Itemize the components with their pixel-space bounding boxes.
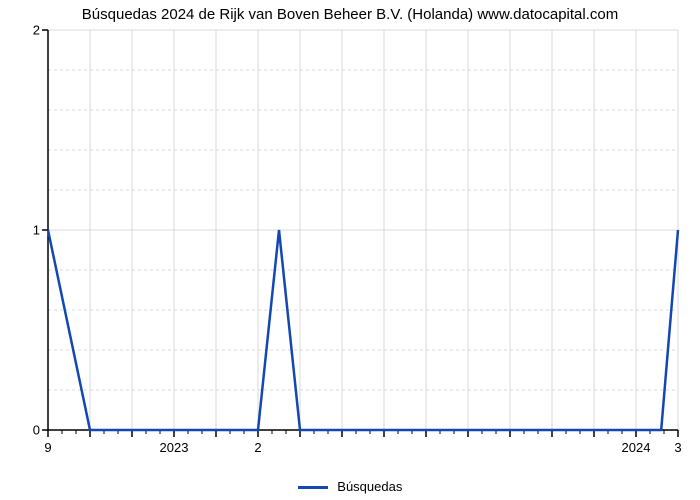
plot-area xyxy=(48,30,678,430)
x-tick-label: 9 xyxy=(44,440,51,455)
chart-container: Búsquedas 2024 de Rijk van Boven Beheer … xyxy=(0,0,700,500)
x-tick-label: 2 xyxy=(254,440,261,455)
x-tick-label: 2023 xyxy=(160,440,189,455)
x-tick-label: 3 xyxy=(674,440,681,455)
legend: Búsquedas xyxy=(0,479,700,494)
chart-title: Búsquedas 2024 de Rijk van Boven Beheer … xyxy=(0,6,700,23)
legend-label: Búsquedas xyxy=(337,479,402,494)
y-tick-label: 1 xyxy=(0,223,40,238)
y-tick-label: 2 xyxy=(0,23,40,38)
plot-svg xyxy=(48,30,678,430)
legend-line xyxy=(298,486,328,489)
x-tick-label: 2024 xyxy=(622,440,651,455)
y-tick-label: 0 xyxy=(0,423,40,438)
